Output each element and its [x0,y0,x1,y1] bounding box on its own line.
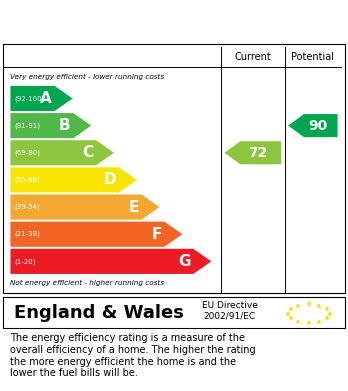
Text: G: G [178,254,191,269]
Text: Not energy efficient - higher running costs: Not energy efficient - higher running co… [10,280,165,286]
Text: England & Wales: England & Wales [14,303,184,322]
Text: B: B [59,118,71,133]
Text: Very energy efficient - lower running costs: Very energy efficient - lower running co… [10,74,165,80]
Text: (69-80): (69-80) [14,149,40,156]
Text: C: C [82,145,93,160]
Text: EU Directive
2002/91/EC: EU Directive 2002/91/EC [202,301,258,321]
Polygon shape [288,114,338,137]
Text: Current: Current [235,52,271,62]
Text: Potential: Potential [291,52,334,62]
Text: (1-20): (1-20) [14,258,35,265]
Polygon shape [10,113,91,138]
Text: (21-38): (21-38) [14,231,40,237]
Text: E: E [128,199,139,215]
Text: (81-91): (81-91) [14,122,40,129]
Text: 90: 90 [308,118,327,133]
Text: A: A [40,91,52,106]
Polygon shape [10,167,137,192]
Text: The energy efficiency rating is a measure of the
overall efficiency of a home. T: The energy efficiency rating is a measur… [10,334,256,378]
Text: (39-54): (39-54) [14,204,40,210]
Text: F: F [151,227,161,242]
Polygon shape [10,86,72,111]
Text: 72: 72 [248,146,267,160]
Polygon shape [224,141,281,164]
Text: D: D [103,172,116,187]
Text: (92-100): (92-100) [14,95,44,102]
Polygon shape [10,249,211,274]
Polygon shape [10,194,159,220]
Polygon shape [10,222,182,247]
Text: Energy Efficiency Rating: Energy Efficiency Rating [10,15,232,30]
Text: (55-68): (55-68) [14,177,40,183]
Polygon shape [10,140,114,165]
